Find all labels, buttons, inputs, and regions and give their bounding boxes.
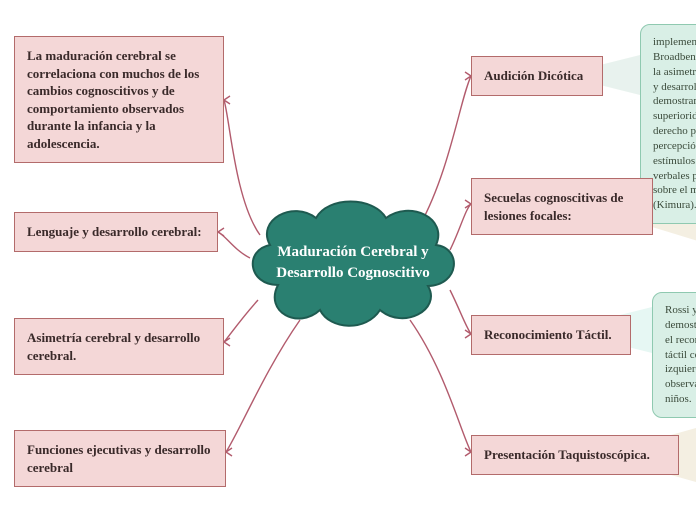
node-text: Rossi y Fontenot demostraron que el reco… — [665, 304, 696, 405]
node-lenguaje[interactable]: Lenguaje y desarrollo cerebral: — [14, 212, 218, 252]
node-text: La maduración cerebral se correlaciona c… — [27, 48, 199, 151]
node-funciones-ejecutivas[interactable]: Funciones ejecutivas y desarrollo cerebr… — [14, 430, 226, 487]
node-text: Reconocimiento Táctil. — [484, 327, 612, 342]
node-tactil-detail[interactable]: Rossi y Fontenot demostraron que el reco… — [652, 292, 696, 418]
node-text: Funciones ejecutivas y desarrollo cerebr… — [27, 442, 211, 475]
mindmap-canvas: Maduración Cerebral y Desarrollo Cognosc… — [0, 0, 696, 520]
node-text: implementada por Broadbent y ésta de la … — [653, 36, 696, 211]
node-text: Asimetría cerebral y desarrollo cerebral… — [27, 330, 200, 363]
node-text: Audición Dicótica — [484, 68, 583, 83]
node-text: Presentación Taquistoscópica. — [484, 447, 650, 462]
node-secuelas[interactable]: Secuelas cognoscitivas de lesiones focal… — [471, 178, 653, 235]
node-text: Lenguaje y desarrollo cerebral: — [27, 224, 202, 239]
node-text: Secuelas cognoscitivas de lesiones focal… — [484, 190, 623, 223]
node-audicion-dicotica[interactable]: Audición Dicótica — [471, 56, 603, 96]
center-node[interactable]: Maduración Cerebral y Desarrollo Cognosc… — [238, 190, 468, 335]
center-title: Maduración Cerebral y Desarrollo Cognosc… — [238, 242, 468, 284]
node-reconocimiento-tactil[interactable]: Reconocimiento Táctil. — [471, 315, 631, 355]
node-asimetria[interactable]: Asimetría cerebral y desarrollo cerebral… — [14, 318, 224, 375]
node-taquistoscopica[interactable]: Presentación Taquistoscópica. — [471, 435, 679, 475]
node-maduracion-correlacion[interactable]: La maduración cerebral se correlaciona c… — [14, 36, 224, 163]
